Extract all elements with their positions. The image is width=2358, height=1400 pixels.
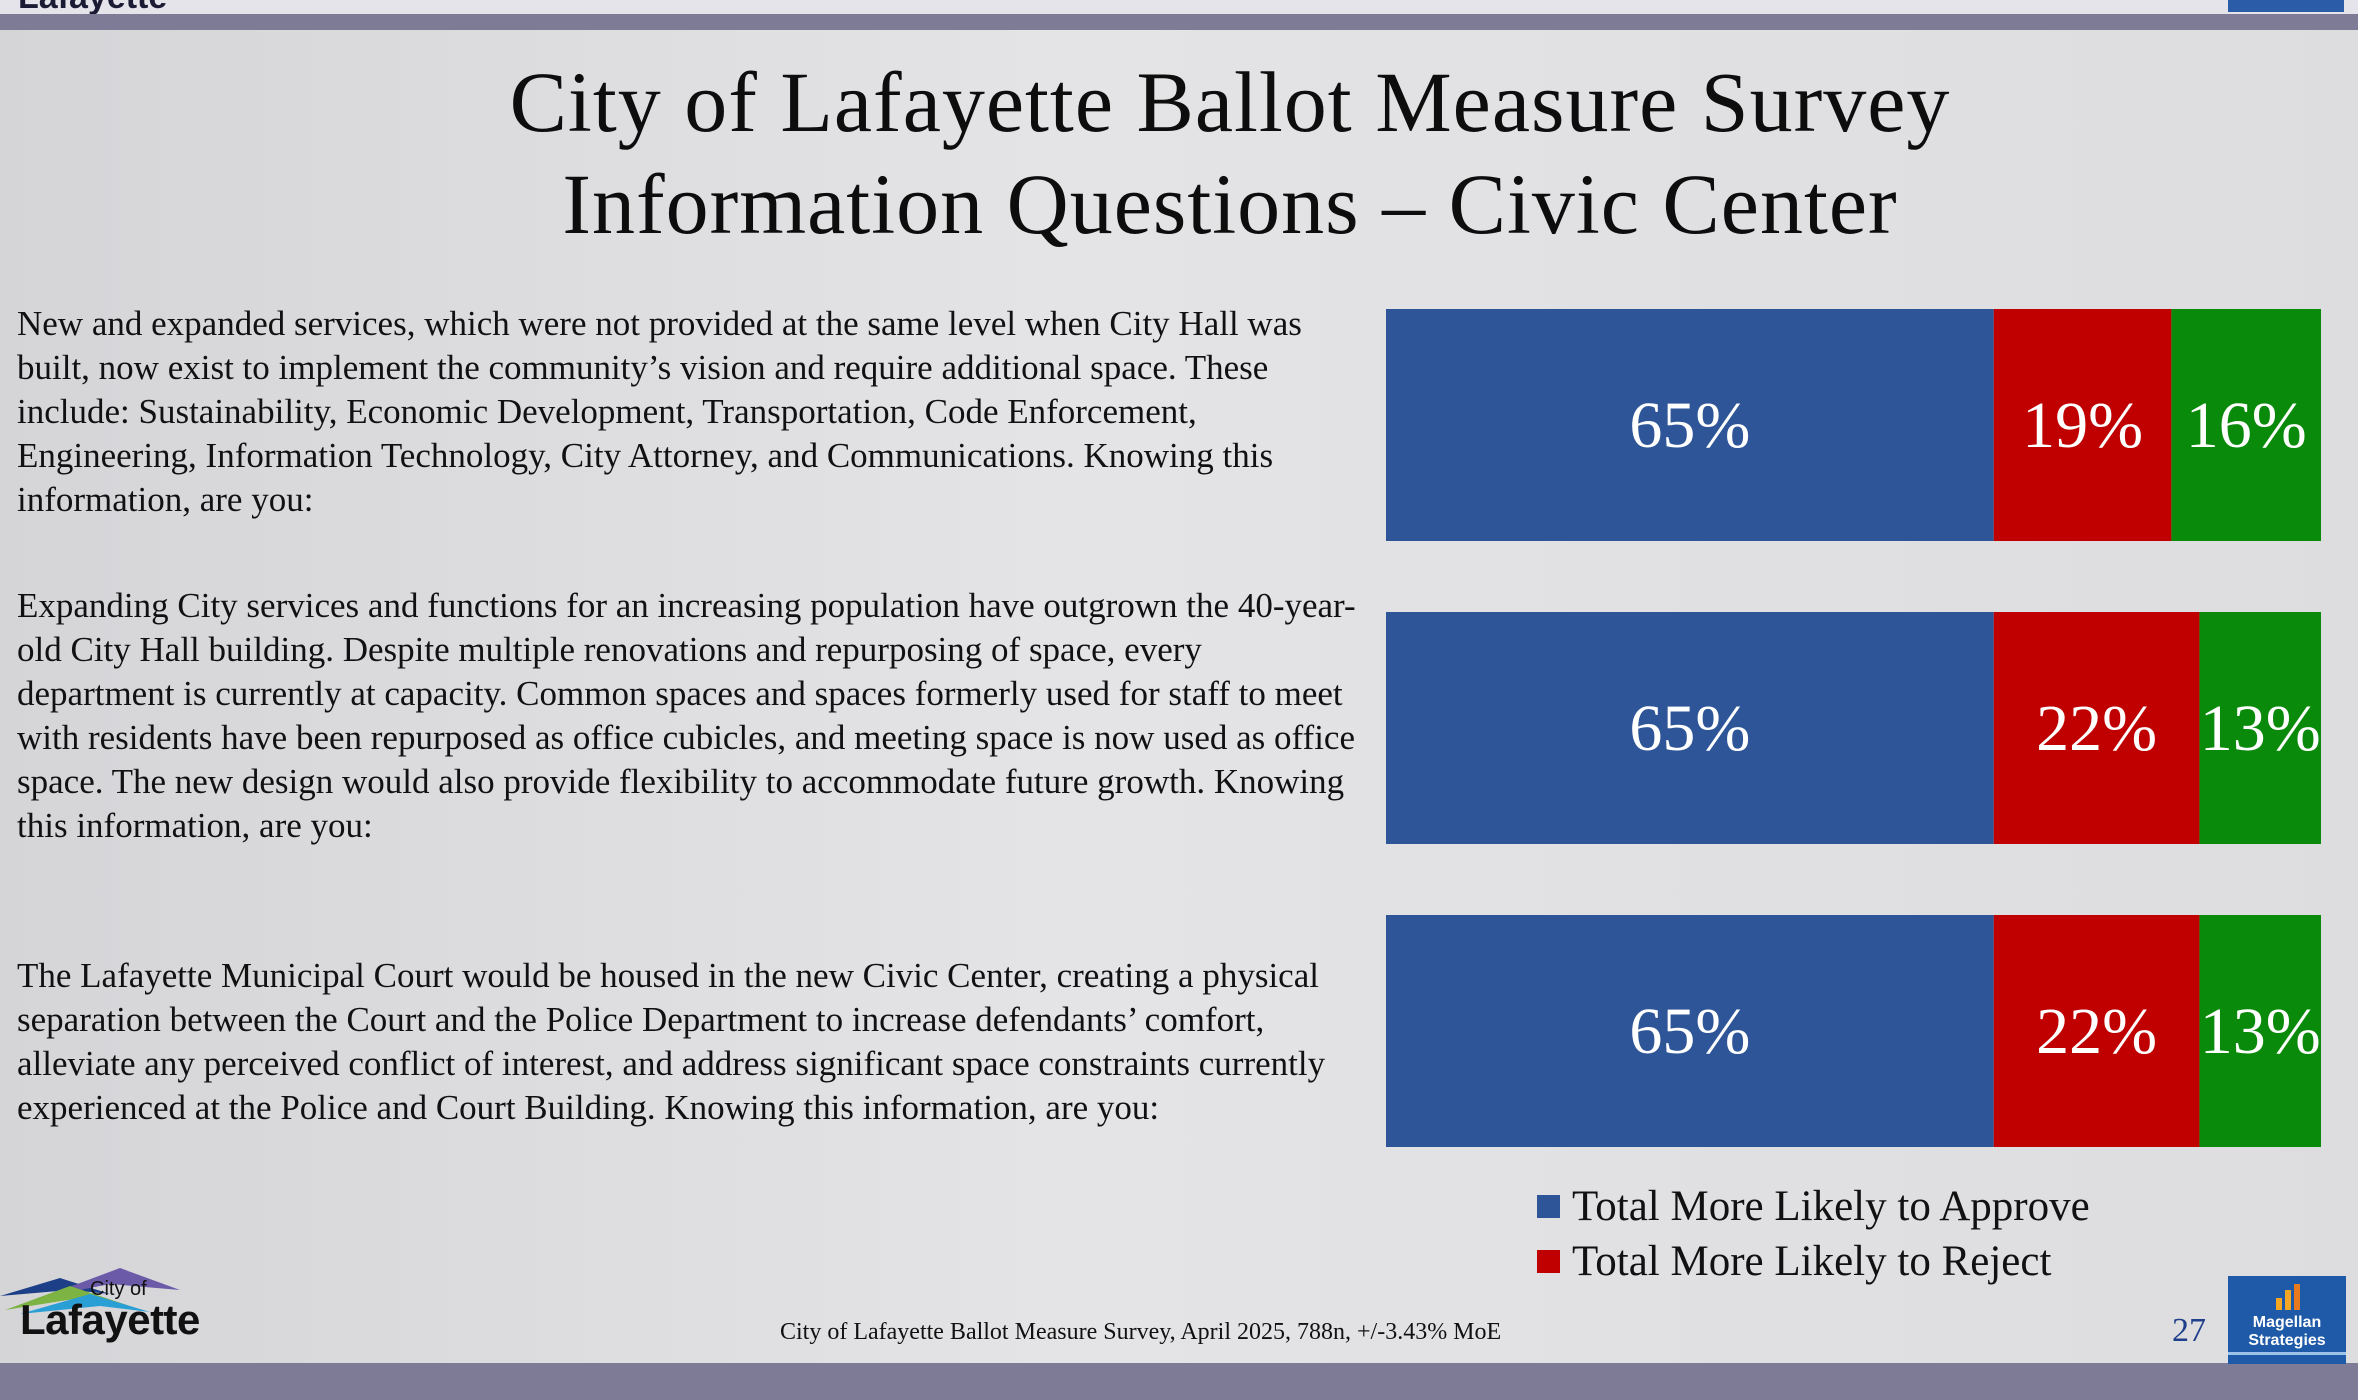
mountains-icon: [0, 1268, 180, 1314]
question-text-1: New and expanded services, which were no…: [17, 304, 1302, 519]
data-label-q2-series-1: 65%: [1629, 692, 1750, 765]
bar-segment-q3-series-1: [1386, 915, 1994, 1147]
data-label-q3-series-3: 13%: [2200, 995, 2321, 1068]
magellan-strategies-logo: Magellan Strategies: [2228, 1276, 2346, 1364]
city-logo-name: Lafayette: [20, 1296, 200, 1343]
question-text-3: The Lafayette Municipal Court would be h…: [17, 956, 1326, 1127]
bar-segment-q1-series-3: [2171, 309, 2321, 541]
data-label-q1-series-2: 19%: [2022, 389, 2143, 462]
magellan-underline: [2228, 1352, 2346, 1355]
bar-segment-q2-series-1: [1386, 612, 1994, 844]
legend-label-approve: Total More Likely to Approve: [1572, 1183, 2090, 1230]
legend-swatch-approve: [1537, 1195, 1560, 1218]
data-label-q3-series-1: 65%: [1629, 995, 1750, 1068]
question-text-2: Expanding City services and functions fo…: [17, 586, 1356, 845]
previous-slide-logo-text: Lafayette: [18, 0, 167, 14]
bar-segment-q2-series-2: [1993, 612, 2200, 844]
legend-item-reject: Total More Likely to Reject: [1537, 1237, 2051, 1286]
bar-segment-q1-series-2: [1993, 309, 2172, 541]
legend-swatch-reject: [1537, 1250, 1560, 1273]
bar-segment-q3-series-2: [1993, 915, 2200, 1147]
data-label-q1-series-3: 16%: [2186, 389, 2307, 462]
city-of-lafayette-logo: City of Lafayette: [0, 1268, 205, 1352]
page-number: 27: [2172, 1312, 2206, 1349]
bar-segment-q3-series-3: [2199, 915, 2321, 1147]
city-logo-small-text: City of: [90, 1278, 147, 1300]
bar-segment-q2-series-3: [2199, 612, 2321, 844]
bar-chart-icon: [2276, 1284, 2300, 1310]
previous-slide-strip: Lafayette: [0, 0, 2358, 14]
footer-source: City of Lafayette Ballot Measure Survey,…: [780, 1319, 1502, 1345]
previous-slide-badge: [2228, 0, 2344, 12]
slide-title-line-1: City of Lafayette Ballot Measure Survey: [509, 54, 1951, 150]
legend-item-approve: Total More Likely to Approve: [1537, 1182, 2090, 1231]
data-label-q3-series-2: 22%: [2036, 995, 2157, 1068]
slide-title-line-2: Information Questions – Civic Center: [562, 156, 1898, 252]
magellan-line-2: Strategies: [2248, 1332, 2326, 1349]
bar-segment-q1-series-1: [1386, 309, 1994, 541]
data-label-q2-series-2: 22%: [2036, 692, 2157, 765]
data-label-q2-series-3: 13%: [2200, 692, 2321, 765]
stacked-bar-chart: 65% 19% 16% 65% 22% 13% 65% 22% 13%: [1386, 309, 2321, 1147]
legend-label-reject: Total More Likely to Reject: [1572, 1238, 2052, 1285]
slide: City of Lafayette Ballot Measure Survey …: [0, 30, 2358, 1364]
magellan-line-1: Magellan: [2252, 1314, 2322, 1331]
data-label-q1-series-1: 65%: [1629, 389, 1750, 462]
